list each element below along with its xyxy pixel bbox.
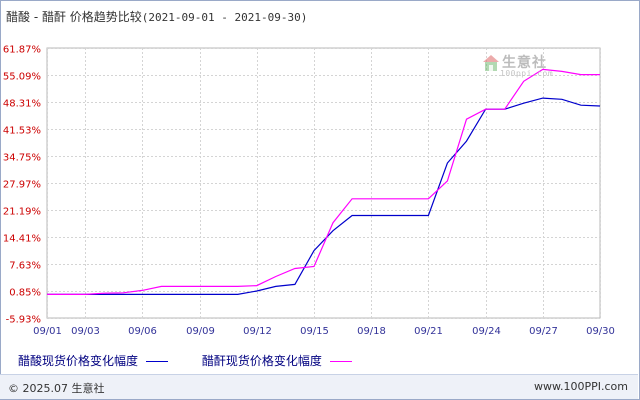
chart-title-range: (2021-09-01 - 2021-09-30) [141,11,308,24]
legend-label-acetic-anhydride: 醋酐现货价格变化幅度 [201,354,322,368]
x-tick-label: 09/12 [243,326,272,337]
watermark-text: 生意社 [502,55,547,71]
y-tick-label: 55.09% [3,72,41,83]
legend-label-acetic-acid: 醋酸现货价格变化幅度 [18,354,139,368]
x-tick-label: 09/21 [414,326,443,337]
watermark-sub: 100ppi.com [500,69,554,78]
house-logo-icon [483,55,499,71]
watermark-logo: 生意社 100ppi.com [482,52,562,82]
footer-url[interactable]: www.100PPI.com [534,380,628,393]
y-tick-label: 34.75% [3,153,41,164]
footer-copyright: © 2025.07 生意社 [8,382,105,395]
legend-item-acetic-acid: 醋酸现货价格变化幅度 [18,352,169,369]
y-tick-label: 41.53% [3,126,41,137]
x-tick-label: 09/30 [586,326,615,337]
chart-title: 醋酸 - 醋酐 价格趋势比较(2021-09-01 - 2021-09-30) [6,8,307,25]
x-tick-label: 09/06 [128,326,157,337]
x-tick-label: 09/01 [33,326,62,337]
y-tick-label: 7.63% [9,261,41,272]
x-tick-label: 09/18 [357,326,386,337]
y-tick-label: 0.85% [9,288,41,299]
y-tick-label: 21.19% [3,207,41,218]
chart-title-main: 醋酸 - 醋酐 价格趋势比较 [6,10,142,24]
x-tick-label: 09/15 [300,326,329,337]
x-tick-label: 09/27 [529,326,558,337]
x-tick-label: 09/03 [71,326,100,337]
series-line-acetic-anhydride [47,68,600,295]
y-tick-label: 14.41% [3,234,41,245]
x-tick-label: 09/24 [472,326,501,337]
legend-item-acetic-anhydride: 醋酐现货价格变化幅度 [202,352,352,369]
footer-bar: © 2025.07 生意社 www.100PPI.com [0,374,638,399]
legend-swatch-acetic-acid [146,361,169,362]
y-tick-label: 61.87% [3,45,41,56]
x-tick-label: 09/09 [186,326,215,337]
y-tick-label: 48.31% [3,99,41,110]
y-tick-label: 27.97% [3,180,41,191]
legend: 醋酸现货价格变化幅度 醋酐现货价格变化幅度 [18,352,382,369]
legend-swatch-acetic-anhydride [329,361,352,362]
y-tick-label: -5.93% [6,315,41,326]
